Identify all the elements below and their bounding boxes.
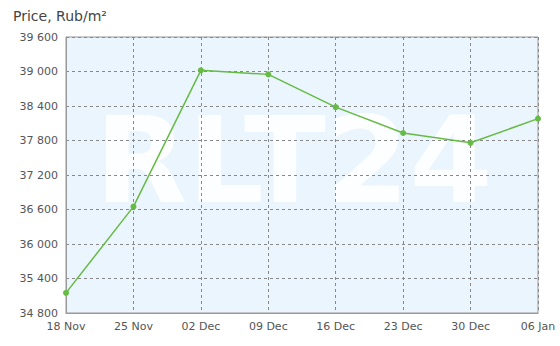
svg-text:37 800: 37 800: [20, 134, 59, 147]
svg-text:34 800: 34 800: [20, 307, 59, 320]
svg-text:09 Dec: 09 Dec: [249, 320, 288, 333]
svg-text:Price, Rub/m²: Price, Rub/m²: [13, 8, 107, 24]
svg-text:23 Dec: 23 Dec: [384, 320, 423, 333]
svg-text:36 600: 36 600: [20, 203, 59, 216]
svg-text:39 000: 39 000: [20, 65, 59, 78]
svg-text:37 200: 37 200: [20, 169, 59, 182]
svg-text:30 Dec: 30 Dec: [451, 320, 490, 333]
svg-text:16 Dec: 16 Dec: [316, 320, 355, 333]
svg-text:18 Nov: 18 Nov: [47, 320, 86, 333]
svg-text:39 600: 39 600: [20, 31, 59, 44]
svg-text:36 000: 36 000: [20, 238, 59, 251]
svg-text:35 400: 35 400: [20, 272, 59, 285]
svg-text:RLT24: RLT24: [95, 91, 493, 230]
svg-text:06 Jan: 06 Jan: [521, 320, 555, 333]
svg-text:25 Nov: 25 Nov: [114, 320, 153, 333]
svg-text:38 400: 38 400: [20, 100, 59, 113]
svg-text:02 Dec: 02 Dec: [181, 320, 220, 333]
